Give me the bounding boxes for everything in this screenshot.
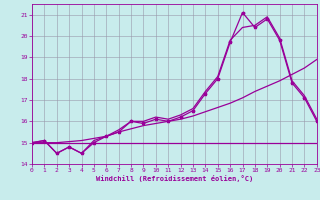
X-axis label: Windchill (Refroidissement éolien,°C): Windchill (Refroidissement éolien,°C) xyxy=(96,175,253,182)
